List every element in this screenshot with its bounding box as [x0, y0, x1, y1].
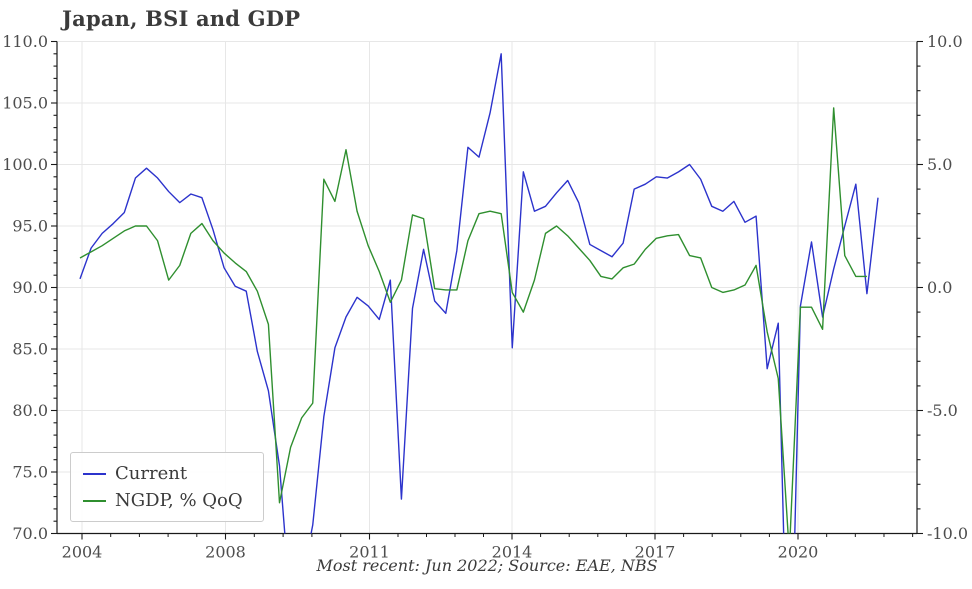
- y-left-tick-label: 85.0: [12, 340, 48, 359]
- y-right-tick-label: 0.0: [927, 278, 952, 297]
- y-right-tick-label: 10.0: [927, 32, 963, 51]
- y-left-tick-label: 110.0: [2, 32, 48, 51]
- legend-label-current: Current: [115, 462, 188, 484]
- y-left-tick-label: 100.0: [2, 155, 48, 174]
- y-right-tick-label: 5.0: [927, 155, 952, 174]
- chart-title: Japan, BSI and GDP: [62, 6, 301, 31]
- y-right-tick-label: -10.0: [927, 524, 968, 543]
- legend-item-ngdp: NGDP, % QoQ: [83, 490, 253, 513]
- x-tick-label: 2017: [635, 543, 676, 562]
- source-note: Most recent: Jun 2022; Source: EAE, NBS: [316, 556, 658, 575]
- y-left-tick-label: 70.0: [12, 524, 48, 543]
- y-right-tick-label: -5.0: [927, 401, 958, 420]
- x-tick-label: 2008: [205, 543, 246, 562]
- y-left-tick-label: 90.0: [12, 278, 48, 297]
- legend-swatch-current: [83, 472, 106, 475]
- y-left-tick-label: 95.0: [12, 217, 48, 236]
- legend-box: Current NGDP, % QoQ: [70, 452, 264, 522]
- series-line-ngdp-qoq: [79, 107, 867, 534]
- legend-item-current: Current: [83, 463, 253, 486]
- y-left-tick-label: 75.0: [12, 463, 48, 482]
- x-tick-label: 2004: [62, 543, 103, 562]
- series-line-current: [79, 53, 879, 534]
- x-tick-label: 2014: [492, 543, 533, 562]
- legend-swatch-ngdp: [83, 500, 106, 503]
- x-tick-label: 2011: [349, 543, 390, 562]
- y-left-tick-label: 80.0: [12, 401, 48, 420]
- x-tick-label: 2020: [778, 543, 819, 562]
- y-left-tick-label: 105.0: [2, 94, 48, 113]
- legend-label-ngdp: NGDP, % QoQ: [115, 490, 243, 511]
